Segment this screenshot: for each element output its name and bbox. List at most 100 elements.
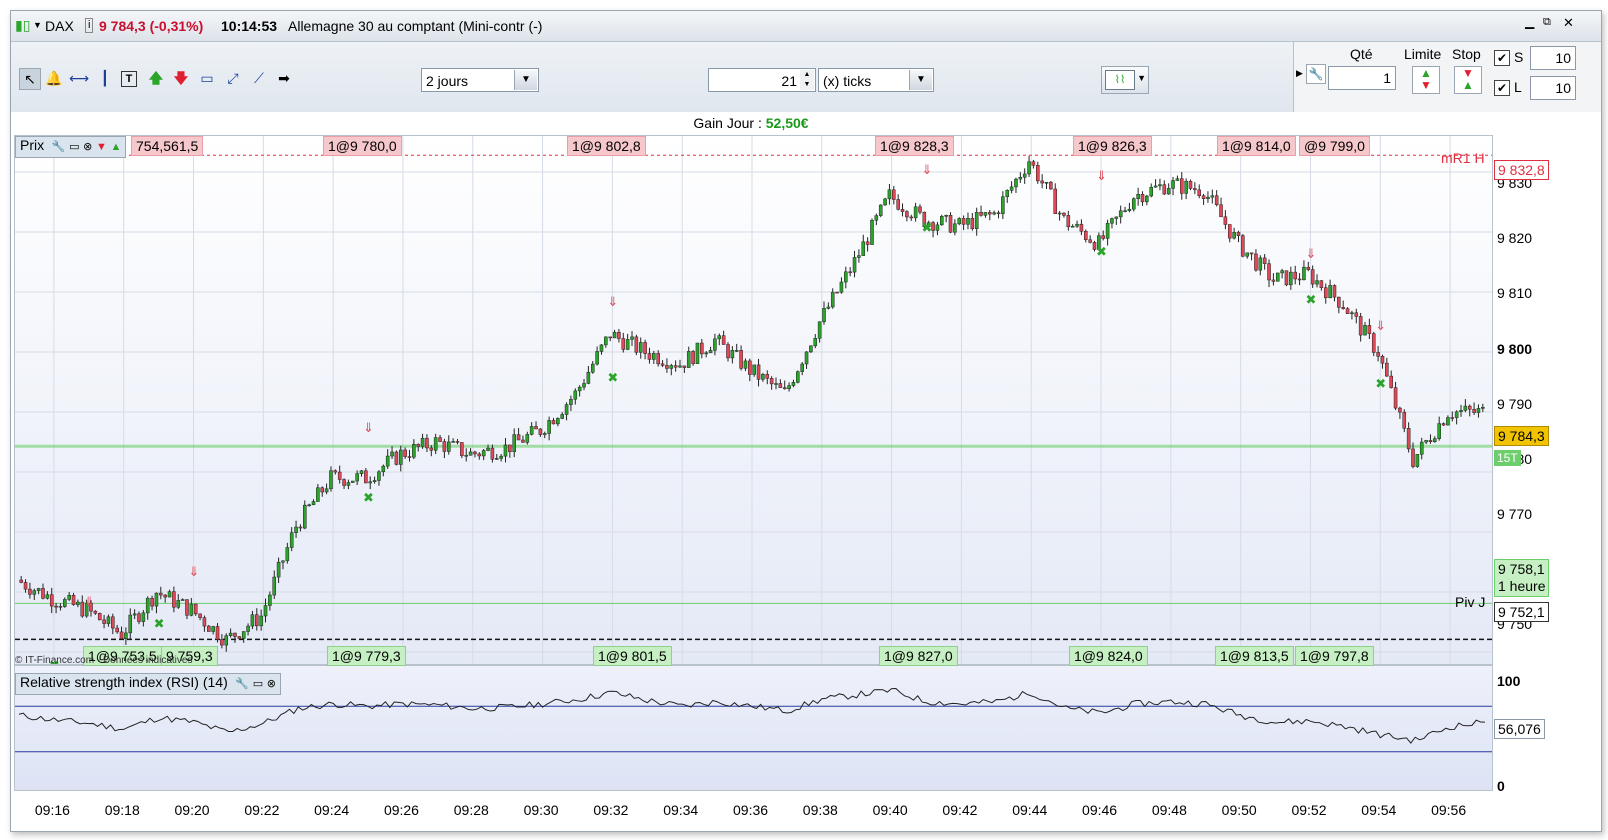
candle-body: [700, 342, 704, 355]
candle-body: [892, 189, 896, 200]
trade-tag[interactable]: 1@9 827,0: [879, 646, 958, 666]
wrench-icon[interactable]: 🔧: [51, 141, 66, 153]
period-select[interactable]: 2 jours ▼: [421, 68, 539, 92]
candle-body: [355, 473, 359, 482]
trade-tag[interactable]: 1@9 779,3: [327, 646, 406, 666]
ticks-unit-select[interactable]: (x) ticks ▼: [818, 68, 934, 92]
candle-body: [438, 437, 442, 442]
indicator-menu-button[interactable]: ⌇⌇ ▼: [1101, 66, 1149, 94]
candle-body: [307, 504, 311, 507]
restore-icon[interactable]: ⧉: [1543, 16, 1551, 28]
pointer-icon[interactable]: ↖: [19, 68, 41, 90]
ticks-value: 21: [781, 73, 797, 89]
alert-icon[interactable]: 🔔: [45, 70, 63, 86]
candle-body: [1463, 405, 1468, 411]
candle-body: [909, 216, 914, 219]
rsi-panel-header: Relative strength index (RSI) (14) 🔧 ▭ ⊗: [15, 673, 281, 695]
candle-body: [791, 382, 796, 386]
buy-small-icon[interactable]: ▲: [110, 141, 122, 153]
s-checkbox[interactable]: ✔: [1494, 50, 1510, 66]
candle-body: [490, 447, 495, 460]
candle-body: [1022, 173, 1027, 178]
close-circle-icon[interactable]: ⊗: [83, 141, 93, 153]
candle-body: [193, 603, 198, 615]
rsi-chart[interactable]: [15, 666, 1492, 790]
fibonacci-icon[interactable]: ⤢: [227, 70, 239, 86]
trade-tag[interactable]: 1@9 753,5: [83, 646, 162, 666]
qty-input[interactable]: 1: [1328, 66, 1396, 90]
candle-body: [1481, 406, 1485, 409]
sell-arrow-icon[interactable]: 🡇: [173, 70, 189, 86]
wrench-icon[interactable]: 🔧: [1306, 64, 1326, 84]
candle-body: [896, 199, 900, 210]
l-input[interactable]: 10: [1530, 76, 1576, 100]
candle-body: [311, 501, 316, 506]
s-input[interactable]: 10: [1530, 46, 1576, 70]
candle-body: [1110, 218, 1114, 224]
candle-body: [1149, 186, 1154, 197]
candle-body: [521, 439, 525, 443]
instrument-name[interactable]: DAX: [45, 18, 74, 34]
candle-body: [1467, 405, 1472, 410]
trade-tag[interactable]: 1@9 802,8: [567, 136, 646, 156]
limit-order-button[interactable]: ▲ ▼: [1412, 66, 1440, 94]
x-tick: 09:28: [453, 802, 489, 818]
x-tick: 09:48: [1151, 802, 1187, 818]
window-icon[interactable]: ▭: [69, 141, 80, 153]
trade-tag[interactable]: 754,561,5: [131, 136, 204, 156]
trade-tag[interactable]: @9 799,0: [1299, 136, 1370, 156]
x-tick: 09:46: [1082, 802, 1118, 818]
candle-body: [132, 613, 137, 616]
trade-tag[interactable]: 1@9 826,3: [1073, 136, 1152, 156]
collapse-arrow-icon[interactable]: ▶: [1296, 68, 1303, 78]
trade-tag[interactable]: 1@9 801,5: [593, 646, 672, 666]
candle-body: [726, 344, 730, 359]
candle-body: [1241, 235, 1245, 257]
rectangle-icon[interactable]: ▭: [200, 70, 214, 86]
ticks-stepper[interactable]: 21 ▲ ▼: [708, 68, 816, 92]
l-checkbox[interactable]: ✔: [1494, 80, 1510, 96]
candle-body: [76, 601, 80, 605]
price-panel[interactable]: ⇓⇓⇓⇓⇓⇓⇓⇓✖✖✖✖✖✖✖✖✖: [14, 135, 1493, 665]
trade-tag[interactable]: 1@9 813,5: [1215, 646, 1294, 666]
text-icon[interactable]: T: [121, 71, 137, 87]
ticks-unit-value: (x) ticks: [823, 73, 872, 89]
candle-body: [154, 592, 159, 607]
candle-body: [1371, 333, 1376, 353]
chevron-down-icon[interactable]: ▼: [514, 70, 537, 90]
trade-tag[interactable]: 1@9 814,0: [1217, 136, 1296, 156]
candle-body: [468, 451, 473, 456]
candle-body: [215, 626, 220, 640]
spinner-icon[interactable]: ▲ ▼: [800, 70, 814, 90]
minimize-icon[interactable]: ▁: [1525, 15, 1535, 29]
trade-tag[interactable]: 9 759,3: [161, 646, 218, 666]
buy-arrow-icon[interactable]: 🡅: [148, 70, 164, 86]
x-tick: 09:26: [383, 802, 419, 818]
close-icon[interactable]: ✕: [1563, 15, 1574, 30]
fill-marker-icon: ✖: [363, 490, 374, 505]
chevron-down-icon[interactable]: ▼: [909, 70, 932, 90]
candle-body: [756, 364, 761, 380]
close-circle-icon[interactable]: ⊗: [266, 678, 276, 690]
candle-body: [36, 588, 41, 591]
candlestick-icon[interactable]: ▮▯: [15, 17, 31, 33]
trade-tag[interactable]: 1@9 797,8: [1295, 646, 1374, 666]
candle-body: [1354, 312, 1359, 317]
trade-tag[interactable]: 1@9 780,0: [323, 136, 402, 156]
trade-tag[interactable]: 1@9 828,3: [875, 136, 954, 156]
trade-tag[interactable]: 1@9 824,0: [1069, 646, 1148, 666]
price-chart[interactable]: ⇓⇓⇓⇓⇓⇓⇓⇓✖✖✖✖✖✖✖✖✖: [15, 136, 1492, 664]
stop-order-button[interactable]: ▼ ▲: [1454, 66, 1482, 94]
trend-line-icon[interactable]: ⟋: [254, 70, 264, 86]
vertical-line-icon[interactable]: ┃: [100, 70, 110, 86]
arrow-right-icon[interactable]: ➡: [278, 70, 290, 86]
sell-small-icon[interactable]: ▼: [95, 141, 107, 153]
window-icon[interactable]: ▭: [252, 678, 264, 690]
candle-body: [961, 218, 966, 225]
wrench-icon[interactable]: 🔧: [235, 678, 250, 690]
chevron-down-icon[interactable]: ▼: [33, 20, 42, 30]
info-icon[interactable]: i: [85, 18, 94, 33]
horizontal-line-icon[interactable]: ⟷: [69, 70, 90, 86]
candle-body: [255, 614, 259, 627]
candle-body: [1066, 215, 1071, 228]
